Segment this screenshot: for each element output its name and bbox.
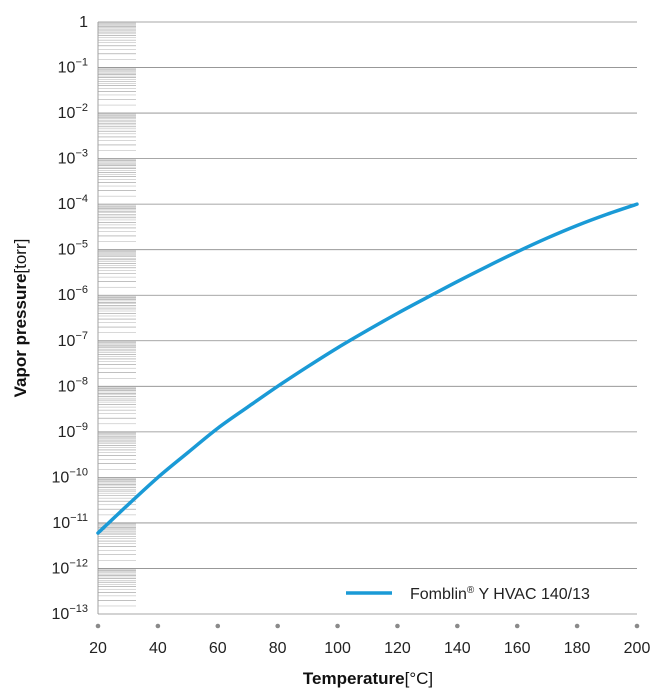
x-tick-dot — [215, 623, 221, 629]
x-tick-label: 180 — [564, 640, 591, 657]
x-tick-dot — [335, 623, 340, 629]
y-axis-title-unit: [torr] — [11, 239, 30, 274]
y-tick-label: 10−1 — [58, 57, 88, 77]
y-tick-base: 10 — [58, 196, 76, 213]
y-tick-label: 10−11 — [52, 512, 88, 532]
y-tick-exponent: −12 — [69, 557, 88, 569]
y-tick-label: 10−7 — [58, 330, 88, 350]
legend-label: Fomblin® Y HVAC 140/13 — [410, 585, 590, 603]
y-tick-label: 10−12 — [52, 557, 88, 577]
y-tick-label: 10−4 — [58, 193, 88, 213]
x-tick-dot — [634, 623, 640, 629]
x-axis-title-unit: [°C] — [405, 669, 434, 688]
y-tick-exponent: −3 — [75, 148, 88, 160]
x-axis-title: Temperature[°C] — [303, 669, 433, 688]
x-tick-dot — [395, 623, 400, 629]
x-tick-dot — [455, 623, 460, 629]
x-tick-labels: 20 40 60 80 100 120 140 160 180 200 — [89, 623, 651, 657]
y-tick-label: 10−13 — [52, 603, 88, 623]
y-tick-base: 10 — [58, 333, 76, 350]
x-tick-dot — [155, 623, 161, 629]
y-tick-exponent: −8 — [75, 375, 88, 387]
y-tick-exponent: −4 — [75, 193, 88, 205]
y-tick-base: 10 — [58, 105, 76, 122]
series-layer — [96, 202, 639, 535]
x-tick-dot — [574, 623, 580, 629]
y-tick-base: 10 — [58, 424, 76, 441]
y-axis-title-main: Vapor pressure — [11, 274, 30, 398]
y-tick-base: 10 — [52, 515, 70, 532]
x-tick-label: 60 — [209, 640, 227, 657]
x-tick-dot — [514, 623, 520, 629]
x-tick-dot — [95, 623, 101, 629]
y-tick-exponent: −10 — [69, 466, 88, 478]
y-tick-labels: 110−110−210−310−410−510−610−710−810−910−… — [52, 14, 89, 623]
legend-label-brand: Fomblin — [410, 586, 467, 603]
grid-layer — [97, 21, 637, 615]
x-tick-label: 100 — [324, 640, 351, 657]
y-tick-label: 10−5 — [58, 239, 88, 259]
x-tick-label: 120 — [384, 640, 411, 657]
x-tick-label: 40 — [149, 640, 167, 657]
legend-label-registered: ® — [467, 585, 475, 596]
y-tick-base: 10 — [58, 242, 76, 259]
x-axis-title-main: Temperature — [303, 669, 405, 688]
y-tick-exponent: −2 — [75, 102, 88, 114]
legend-label-rest: Y HVAC 140/13 — [474, 586, 590, 603]
series-line — [96, 202, 639, 535]
y-tick-label: 10−10 — [52, 466, 88, 486]
minor-ticks-layer — [98, 22, 136, 607]
x-tick-label: 80 — [269, 640, 287, 657]
y-tick-base: 10 — [58, 287, 76, 304]
y-tick-label: 1 — [79, 14, 88, 31]
y-tick-base: 10 — [52, 606, 70, 623]
y-tick-base: 10 — [52, 469, 70, 486]
y-tick-exponent: −9 — [75, 421, 88, 433]
x-tick-dot — [275, 623, 280, 629]
y-tick-base: 10 — [58, 60, 76, 77]
y-tick-exponent: −13 — [69, 603, 88, 615]
x-tick-label: 200 — [624, 640, 651, 657]
x-tick-label: 20 — [89, 640, 107, 657]
y-tick-base: 10 — [58, 151, 76, 168]
y-tick-label: 10−3 — [58, 148, 88, 168]
y-tick-exponent: −11 — [70, 512, 88, 524]
y-tick-label: 10−9 — [58, 421, 88, 441]
y-tick-base: 10 — [52, 560, 70, 577]
y-tick-label: 10−8 — [58, 375, 88, 395]
y-tick-label: 10−2 — [58, 102, 88, 122]
y-tick-exponent: −7 — [75, 330, 88, 342]
legend: Fomblin® Y HVAC 140/13 — [346, 585, 590, 603]
y-tick-base: 10 — [58, 378, 76, 395]
y-tick-exponent: −5 — [75, 239, 88, 251]
x-tick-label: 140 — [444, 640, 471, 657]
y-tick-base: 1 — [79, 14, 88, 31]
y-tick-exponent: −6 — [75, 284, 88, 296]
y-tick-exponent: −1 — [75, 57, 88, 69]
x-tick-label: 160 — [504, 640, 531, 657]
y-tick-label: 10−6 — [58, 284, 88, 304]
y-axis-title: Vapor pressure[torr] — [11, 239, 30, 398]
